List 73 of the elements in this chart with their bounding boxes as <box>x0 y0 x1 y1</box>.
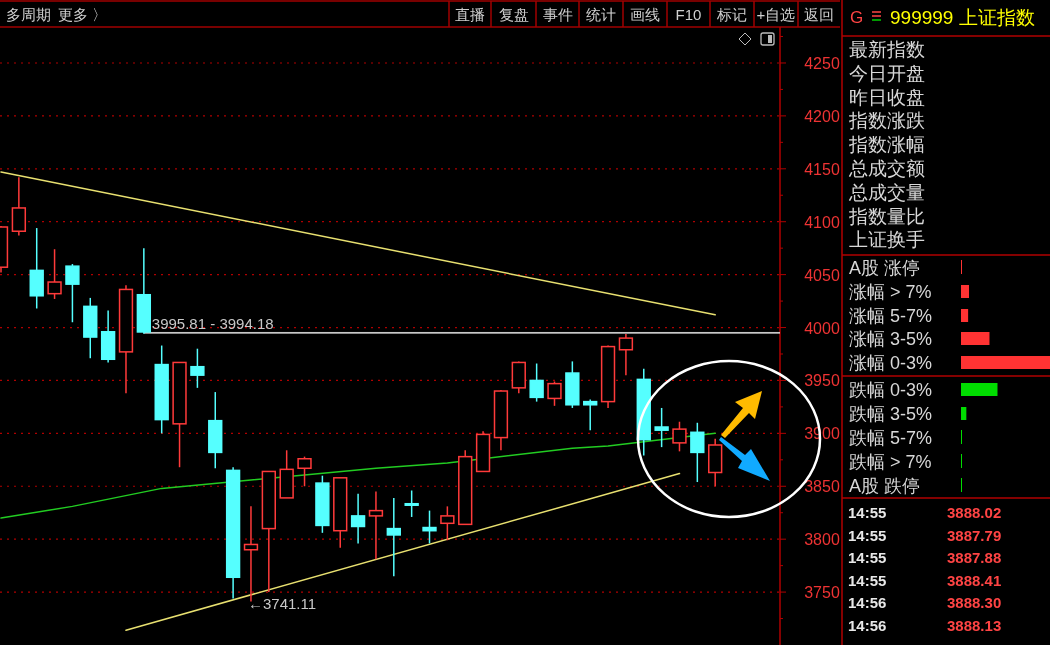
candlestick <box>511 361 526 394</box>
bar <box>961 407 967 420</box>
candlestick <box>618 333 634 376</box>
text: 直播 <box>455 6 485 23</box>
y-tick-label: 3750 <box>804 584 840 602</box>
line-series <box>0 432 716 519</box>
candlestick <box>350 492 366 545</box>
y-tick-label: A股 涨停 <box>849 258 921 278</box>
annotation: 3888.02 <box>947 504 1002 521</box>
candlestick <box>225 466 241 600</box>
text: 昨日收盘 <box>849 86 925 108</box>
y-tick-label: 4000 <box>804 319 840 337</box>
text: 14:55 <box>848 549 887 567</box>
text: G <box>850 8 864 27</box>
text: 总成交额 <box>848 158 925 179</box>
candlestick <box>708 437 723 488</box>
y-tick-label: 4200 <box>804 107 840 125</box>
text: 3888.13 <box>947 617 1002 634</box>
bar <box>961 309 969 322</box>
text: 指数涨幅 <box>848 134 925 156</box>
text: 14:55 <box>848 526 887 544</box>
text: 14:56 <box>848 594 887 612</box>
y-tick-label: 3850 <box>804 478 840 496</box>
text: 标记 <box>716 6 747 23</box>
text: 3887.88 <box>947 549 1002 567</box>
text: 统计 <box>586 6 616 23</box>
text: 复盘 <box>498 6 529 23</box>
y-tick-label: 3950 <box>804 372 840 390</box>
text: +自选 <box>756 6 796 23</box>
y-tick-label: 跌幅 0-3% <box>849 380 933 400</box>
y-tick-label: 4050 <box>804 266 840 284</box>
candlestick <box>386 497 401 577</box>
y-tick-label: 涨幅 5-7% <box>849 306 933 326</box>
y-tick-label: 跌幅 5-7% <box>849 428 933 448</box>
text: 14:55 <box>848 571 887 589</box>
text: 3888.30 <box>947 594 1002 612</box>
text: 返回 <box>804 6 834 23</box>
text: 今日开盘 <box>849 62 925 84</box>
text: 最新指数 <box>849 39 925 60</box>
annotation: ←3741.11 <box>247 595 317 613</box>
bar <box>961 285 970 298</box>
candlestick <box>11 176 27 237</box>
candlestick <box>583 398 598 431</box>
y-tick-label: 涨幅 0-3% <box>849 353 933 373</box>
y-tick-label: 3800 <box>804 531 840 549</box>
text: F10 <box>675 6 702 23</box>
text: 总成交量 <box>848 181 925 203</box>
text: 指数量比 <box>848 205 925 227</box>
text: 指数涨跌 <box>848 110 925 132</box>
bar <box>961 332 990 345</box>
text: 3887.79 <box>947 526 1002 544</box>
y-tick-label: 4100 <box>804 213 840 231</box>
candlestick <box>118 284 134 394</box>
y-tick-label: 4250 <box>804 54 840 72</box>
bar <box>961 356 1050 369</box>
y-tick-label: 跌幅 > 7% <box>849 452 932 472</box>
y-tick-label: 涨幅 > 7% <box>849 282 932 302</box>
band-label: 3995.81 - 3994.18 <box>151 314 274 332</box>
text: 999999 上证指数 <box>890 7 1035 28</box>
text: 画线 <box>630 6 660 23</box>
text: 14:56 <box>848 617 887 634</box>
y-tick-label: 涨幅 3-5% <box>849 329 933 349</box>
text: 3888.41 <box>947 571 1002 589</box>
bar <box>961 383 998 396</box>
text: 上证换手 <box>849 229 925 251</box>
text: 更多 〉 <box>58 6 108 23</box>
text: 事件 <box>542 6 573 23</box>
y-tick-label: 跌幅 3-5% <box>849 404 933 424</box>
text: 14:55 <box>848 504 887 521</box>
candlestick <box>368 490 384 561</box>
y-tick-label: A股 跌停 <box>849 476 921 496</box>
y-tick-label: 4150 <box>804 160 840 178</box>
text: 多周期 <box>6 6 51 23</box>
